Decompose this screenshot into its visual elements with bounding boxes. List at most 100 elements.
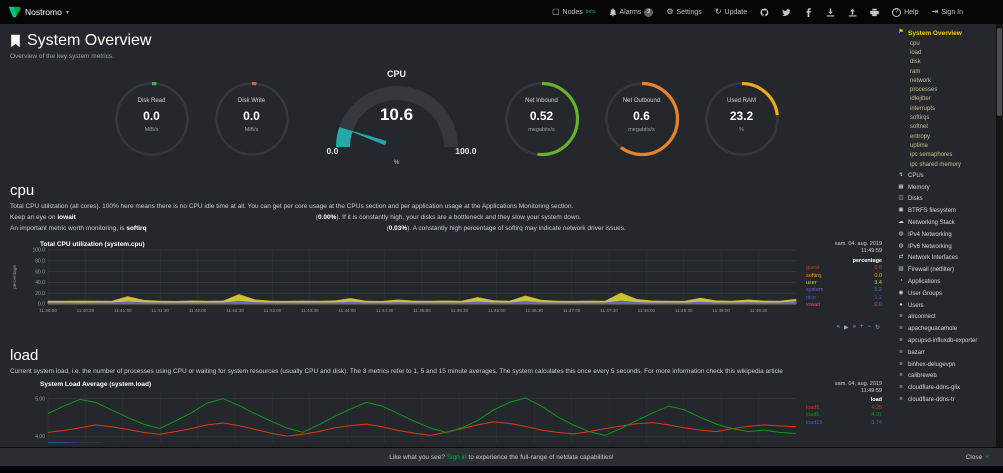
legend-item-iowait[interactable]: iowait 0.0 (806, 302, 882, 309)
help-button[interactable]: ? Help (892, 7, 919, 17)
sidebar-item-idlejitter[interactable]: idlejitter (897, 95, 996, 104)
chart-toolbar-icon-1[interactable]: ▶ (843, 325, 849, 332)
gauge-unit: MiB/s (244, 127, 259, 133)
sidebar-item-network-interfaces[interactable]: ⇄ Network Interfaces (897, 253, 996, 264)
sidebar-item-ipv4-networking[interactable]: ◍ IPv4 Networking (897, 230, 996, 241)
sidebar-item-system-overview[interactable]: ⚑ System Overview (897, 28, 996, 40)
settings-button[interactable]: ⚙ Settings (666, 8, 701, 16)
sidebar-item-network[interactable]: network (897, 77, 996, 86)
sidebar-item-load[interactable]: load (897, 49, 996, 58)
iowait-pre: Keep an eye on (10, 213, 58, 221)
sidebar-item-interrupts[interactable]: interrupts (897, 105, 996, 114)
sidebar-item-apacheguacamole[interactable]: ≡ apacheguacamole (897, 324, 996, 335)
sidebar-item-softnet[interactable]: softnet (897, 123, 996, 132)
load-chart-plot-mount: 5.00 4.00 (10, 389, 882, 443)
github-icon (760, 8, 769, 16)
chart-toolbar-icon-3[interactable]: + (859, 324, 864, 331)
cpu-chart-legend: sam. 04. aug. 2019 11:49:59 percentage gues… (806, 241, 882, 310)
sidebar-item-label: calibreweb (908, 373, 937, 380)
gauge-disk-write[interactable]: Disk Write 0.0 MiB/s (213, 80, 291, 158)
legend-item-load15[interactable]: load15 3.74 (806, 420, 882, 427)
sidebar-item-bazarr[interactable]: ≡ bazarr (897, 348, 996, 359)
sidebar-item-users[interactable]: ● Users (897, 301, 996, 312)
gauge-net-outbound[interactable]: Net Outbound 0.6 megabits/s (603, 80, 681, 158)
sidebar-item-networking-stack[interactable]: ☁ Networking Stack (897, 218, 996, 229)
twitter-button[interactable] (782, 8, 791, 17)
sidebar-item-disks[interactable]: ◫ Disks (897, 194, 996, 205)
update-button[interactable]: ↻ Update (715, 8, 747, 16)
banner-signin-link[interactable]: Sign in (446, 453, 467, 461)
svg-text:11:45:30: 11:45:30 (451, 308, 469, 313)
sidebar-item-applications[interactable]: ◔ Applications (897, 277, 996, 288)
sidebar-item-processes[interactable]: processes (897, 86, 996, 95)
nodes-button[interactable]: ▢ Nodes beta (552, 8, 596, 16)
svg-text:11:42:30: 11:42:30 (226, 308, 244, 313)
banner-pre: Like what you see? (389, 453, 447, 461)
page-scrollbar[interactable] (996, 24, 1003, 473)
sidebar-item-ipc-semaphores[interactable]: ipc semaphores (897, 151, 996, 160)
gauge-disk-read[interactable]: Disk Read 0.0 MiB/s (113, 80, 191, 158)
sidebar-item-calibreweb[interactable]: ≡ calibreweb (897, 371, 996, 382)
legend-item-load1[interactable]: load1 4.25 (806, 405, 882, 412)
chart-toolbar-icon-5[interactable]: ↻ (874, 325, 880, 332)
gauge-icon: ◔ (899, 278, 903, 285)
sidebar-item-softirqs[interactable]: softirqs (897, 114, 996, 123)
sidebar-item-cloudflare-ddns-glix[interactable]: ≡ cloudflare-ddns-glix (897, 383, 996, 394)
sidebar-item-cpu[interactable]: cpu (897, 40, 996, 49)
update-label: Update (724, 8, 748, 16)
sidebar-item-btrfs-filesystem[interactable]: ▣ BTRFS filesystem (897, 206, 996, 217)
sidebar-item-uptime[interactable]: uptime (897, 142, 996, 151)
gauge-title: Net Outbound (622, 98, 661, 104)
node-selector[interactable]: Nostromo ▾ (8, 6, 69, 18)
legend-item-nice[interactable]: nice 1.2 (806, 295, 882, 302)
sidebar-item-label: cpu (910, 40, 920, 47)
svg-text:5.00: 5.00 (35, 396, 45, 402)
sidebar-item-airconnect[interactable]: ≡ airconnect (897, 312, 996, 323)
legend-item-guest[interactable]: guest 0.0 (806, 265, 882, 272)
banner-close-button[interactable]: Close × (966, 454, 989, 461)
legend-item-user[interactable]: user 3.4 (806, 280, 882, 287)
legend-item-softirq[interactable]: softirq 0.0 (806, 273, 882, 280)
sidebar-item-cloudflare-ddns-tr[interactable]: ≡ cloudflare-ddns-tr (897, 395, 996, 406)
sidebar-item-memory[interactable]: ▦ Memory (897, 183, 996, 194)
signin-button[interactable]: ⇥ Sign In (932, 8, 964, 16)
sidebar-item-disk[interactable]: disk (897, 58, 996, 67)
top-bar: Nostromo ▾ ▢ Nodes beta Alarms 2 ⚙ Setti… (0, 0, 1003, 24)
gauge-used-ram[interactable]: Used RAM 23.2 % (703, 80, 781, 158)
chart-toolbar-icon-2[interactable]: » (852, 324, 856, 331)
chart-time: 11:49:59 (860, 248, 882, 255)
sidebar-item-apcupsd-influxdb-exporter[interactable]: ≡ apcupsd-influxdb-exporter (897, 336, 996, 347)
print-button[interactable] (870, 8, 879, 17)
svg-text:100.0: 100.0 (32, 248, 45, 254)
sidebar-item-label: Network Interfaces (908, 255, 959, 262)
legend-item-load5[interactable]: load5 4.07 (806, 412, 882, 419)
gauge-net-inbound[interactable]: Net Inbound 0.52 megabits/s (503, 80, 581, 158)
chart-toolbar-icon-0[interactable]: « (836, 324, 840, 331)
export-button[interactable] (826, 7, 835, 17)
globe-icon: ◍ (898, 230, 904, 237)
cpu-chart-plot[interactable]: 100.0 80.0 60.0 40.0 20.0 0.011:40:00 11:40:30… (10, 241, 802, 325)
legend-name: load1 (806, 404, 820, 411)
legend-item-system[interactable]: system 5.2 (806, 287, 882, 294)
legend-value: 4.25 (871, 404, 882, 411)
alarms-button[interactable]: Alarms 2 (609, 7, 654, 17)
facebook-button[interactable] (804, 7, 813, 17)
sidebar-item-ipv6-networking[interactable]: ◍ IPv6 Networking (897, 242, 996, 253)
legend-value: 0.0 (874, 265, 882, 272)
signin-label: Sign In (941, 8, 963, 16)
sidebar-item-firewall-netfilter-[interactable]: ▧ Firewall (netfilter) (897, 265, 996, 276)
sidebar-item-binhex-delugevpn[interactable]: ≡ binhex-delugevpn (897, 360, 996, 371)
sidebar-item-entropy[interactable]: entropy (897, 133, 996, 142)
legend-name: nice (806, 294, 817, 301)
gauge-cpu[interactable]: CPU 10.6 0.0 100.0 % (313, 69, 481, 169)
scrollbar-thumb[interactable] (997, 28, 1002, 116)
github-button[interactable] (760, 8, 769, 17)
ring-gauge-svg (704, 81, 779, 157)
sidebar-item-ipc-shared-memory[interactable]: ipc shared memory (897, 161, 996, 170)
sidebar-item-ram[interactable]: ram (897, 68, 996, 77)
chart-toolbar-icon-4[interactable]: − (867, 324, 871, 331)
import-button[interactable] (848, 8, 857, 17)
sidebar-item-user-groups[interactable]: ◉ User Groups (897, 289, 996, 300)
sidebar-item-cpus[interactable]: ↯ CPUs (897, 171, 996, 182)
load-chart-plot[interactable]: 5.00 4.00 (10, 389, 802, 443)
